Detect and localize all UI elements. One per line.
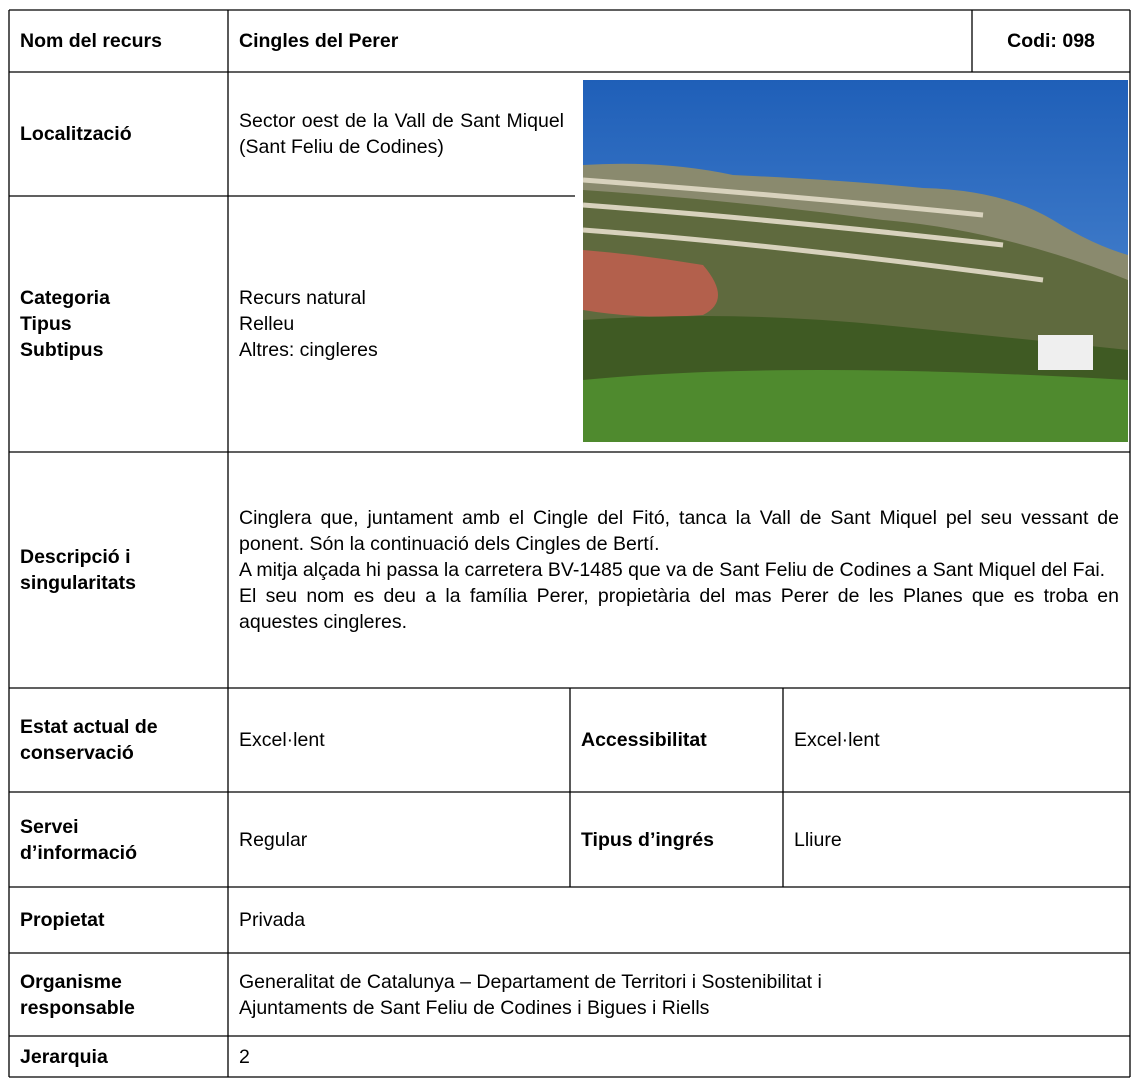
paragraph: El seu nom es deu a la família Perer, pr… — [239, 585, 1119, 633]
value: Generalitat de Catalunya – Departament d… — [228, 953, 1130, 1036]
label: Accessibilitat — [581, 729, 707, 751]
description: Cinglera que, juntament amb el Cingle de… — [228, 452, 1130, 688]
value: Excel·lent — [239, 729, 325, 751]
resource-code: Codi: 098 — [1007, 30, 1095, 52]
label: Organisme responsable — [20, 970, 135, 1019]
label: Propietat — [20, 909, 105, 931]
paragraph: A mitja alçada hi passa la carretera BV-… — [239, 559, 1106, 581]
resource-name: Cingles del Perer — [239, 30, 399, 52]
paragraph: Cinglera que, juntament amb el Cingle de… — [239, 507, 1119, 555]
value: Relleu — [239, 313, 295, 335]
value: Altres: cingleres — [239, 339, 378, 361]
label: Descripció i singularitats — [20, 546, 136, 594]
line: Generalitat de Catalunya – Departament d… — [239, 970, 822, 993]
label: Estat actual de conservació — [20, 716, 158, 764]
label: Nom del recurs — [20, 30, 162, 52]
landscape-photo — [583, 80, 1128, 442]
value: Excel·lent — [794, 729, 880, 751]
label: Servei d’informació — [20, 815, 138, 864]
line: Ajuntaments de Sant Feliu de Codines i B… — [239, 996, 710, 1019]
label: Categoria — [20, 287, 110, 309]
value: Lliure — [794, 828, 842, 851]
location: Sector oest de la Vall de Sant Miquel (S… — [239, 110, 564, 158]
label: Jerarquia — [20, 1045, 108, 1068]
value: Recurs natural — [239, 287, 366, 309]
value: Privada — [239, 909, 306, 931]
label: Tipus d’ingrés — [581, 828, 714, 851]
value: Regular — [239, 828, 308, 851]
value-list: Recurs natural Relleu Altres: cingleres — [228, 196, 575, 452]
label: Localització — [20, 123, 132, 145]
label: Tipus — [20, 313, 72, 335]
label: Subtipus — [20, 339, 104, 361]
value: 2 — [239, 1045, 250, 1068]
label-list: Categoria Tipus Subtipus — [9, 196, 228, 452]
